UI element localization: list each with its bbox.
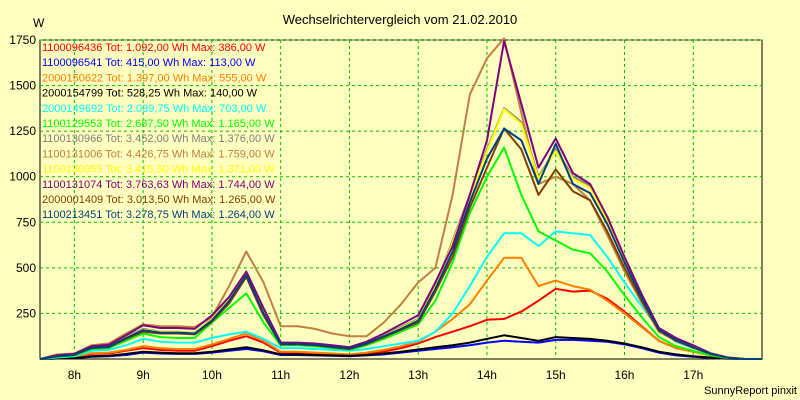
legend-entry-5: 2000149692 Tot: 2.039,75 Wh Max: 703,00 … (42, 103, 267, 115)
y-axis-ticks: 250 500 750 1000 1250 1500 1750 (9, 33, 36, 320)
legend-entry-3: 2000150622 Tot: 1.397,00 Wh Max: 555,00 … (42, 72, 267, 84)
x-tick-label: 16h (614, 368, 634, 382)
legend: 1100096436 Tot: 1.092,00 Wh Max: 386,00 … (42, 42, 276, 221)
series-line-4 (39, 334, 762, 360)
x-tick-label: 17h (683, 368, 703, 382)
y-tick-label: 1000 (9, 170, 36, 184)
legend-entry-7: 1100130966 Tot: 3.452,00 Wh Max: 1.376,0… (42, 133, 275, 145)
legend-entry-11: 2000001409 Tot: 3.013,50 Wh Max: 1.265,0… (42, 194, 276, 206)
legend-entry-10: 1100131074 Tot: 3.763,63 Wh Max: 1.744,0… (42, 179, 275, 191)
x-tick-label: 10h (202, 368, 222, 382)
y-axis-unit: W (33, 16, 45, 30)
legend-entry-9: 1100130955 Tot: 3.415,50 Wh Max: 1.371,0… (42, 164, 275, 176)
series-line-10 (39, 40, 762, 360)
legend-entry-6: 1100129553 Tot: 2.687,50 Wh Max: 1.165,0… (42, 118, 275, 130)
legend-entry-12: 1100213451 Tot: 3.278,75 Wh Max: 1.264,0… (42, 209, 275, 221)
x-tick-label: 14h (477, 368, 497, 382)
y-tick-label: 1250 (9, 124, 36, 138)
series-line-3 (39, 256, 762, 360)
x-tick-label: 12h (339, 368, 359, 382)
legend-entry-8: 1100131006 Tot: 4.426,75 Wh Max: 1.759,0… (42, 148, 275, 160)
series-lines (39, 37, 762, 360)
series-line-5 (39, 230, 762, 360)
x-tick-label: 13h (408, 368, 428, 382)
x-tick-label: 11h (271, 368, 290, 382)
y-tick-label: 1500 (9, 79, 36, 93)
series-line-12 (39, 127, 762, 360)
series-line-6 (39, 146, 762, 360)
legend-entry-2: 1100096541 Tot: 415,00 Wh Max: 113,00 W (42, 57, 256, 69)
y-tick-label: 500 (16, 261, 36, 275)
x-tick-label: 8h (68, 368, 81, 382)
x-tick-label: 15h (546, 368, 566, 382)
y-tick-label: 750 (16, 215, 36, 229)
legend-entry-1: 1100096436 Tot: 1.092,00 Wh Max: 386,00 … (42, 42, 266, 54)
x-axis-ticks: 8h 9h 10h 11h 12h 13h 14h 15h 16h 17h (68, 368, 704, 382)
footer-credit: SunnyReport pinxit (704, 385, 797, 397)
x-tick-label: 9h (136, 368, 149, 382)
y-tick-label: 250 (16, 306, 36, 320)
legend-entry-4: 2000154799 Tot: 528,25 Wh Max: 140,00 W (42, 88, 258, 100)
chart-title: Wechselrichtervergleich vom 21.02.2010 (283, 12, 518, 27)
grid (40, 39, 762, 359)
y-tick-label: 1750 (9, 33, 36, 47)
